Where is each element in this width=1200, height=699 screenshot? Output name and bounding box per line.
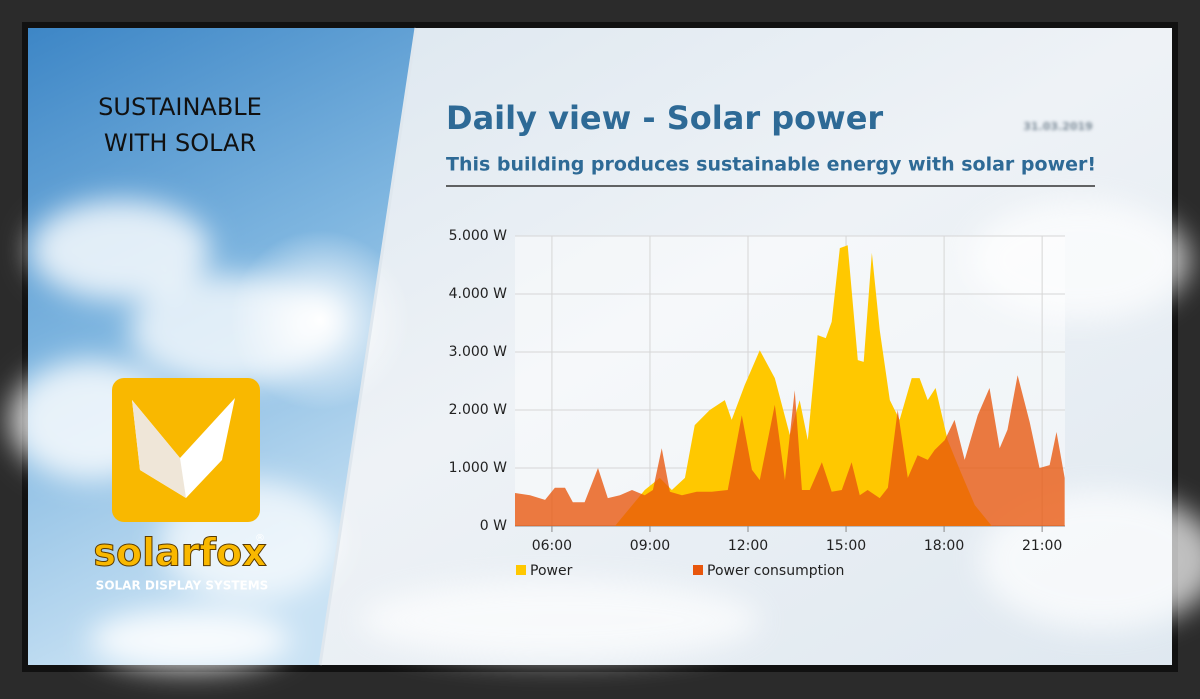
legend-label: Power [530, 563, 573, 579]
x-tick-label: 18:00 [924, 538, 964, 554]
tagline: WITH SOLAR [104, 129, 256, 157]
date: 31.03.2019 [1023, 120, 1093, 133]
y-tick-label: 2.000 W [449, 402, 508, 418]
tagline: SUSTAINABLE [98, 93, 262, 121]
brand: solarfox [93, 531, 266, 575]
legend-swatch [693, 565, 703, 575]
y-tick-label: 3.000 W [449, 344, 508, 360]
logo [112, 378, 260, 522]
x-tick-label: 15:00 [826, 538, 866, 554]
brand-mark: ® [255, 533, 265, 544]
area [515, 375, 1065, 526]
y-tick-label: 1.000 W [449, 460, 508, 476]
x-tick-label: 06:00 [532, 538, 572, 554]
chart-subtitle: This building produces sustainable energ… [446, 154, 1096, 176]
x-tick-label: 21:00 [1022, 538, 1062, 554]
y-tick-label: 0 W [480, 518, 507, 534]
plot: 0 W 1.000 W 2.000 W 3.000 W 4.000 W 5.000 W 06… [449, 228, 1065, 579]
y-tick-label: 5.000 W [449, 228, 508, 244]
x-tick-label: 12:00 [728, 538, 768, 554]
chart-title: Daily view - Solar power [446, 99, 883, 137]
legend-swatch [516, 565, 526, 575]
brand-subtitle: SOLAR DISPLAY SYSTEMS [96, 579, 269, 593]
legend-label: Power consumption [707, 563, 844, 579]
x-tick-label: 09:00 [630, 538, 670, 554]
panel-edge [318, 27, 418, 666]
y-tick-label: 4.000 W [449, 286, 508, 302]
